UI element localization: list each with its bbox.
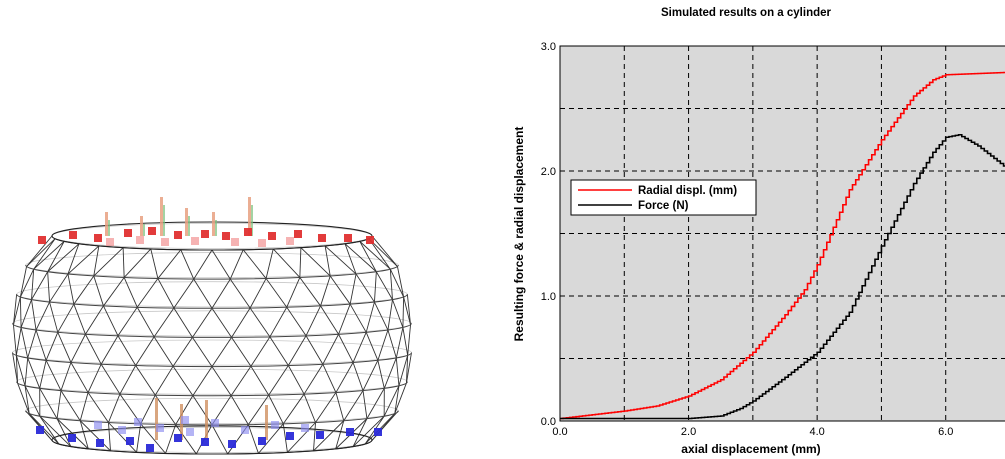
series-line-radial	[560, 71, 1005, 420]
cylinder-mesh-figure	[12, 197, 412, 455]
x-tick-label: 0.0	[552, 426, 567, 438]
cylinder-wireframe	[12, 221, 412, 455]
x-axis-label: axial displacement (mm)	[681, 442, 820, 456]
legend-label-force: Force (N)	[638, 200, 689, 212]
x-tick-label: 4.0	[809, 426, 824, 438]
y-tick-label: 2.0	[541, 166, 556, 178]
series-line-force	[560, 133, 1005, 420]
y-tick-label: 3.0	[541, 41, 556, 53]
y-tick-label: 1.0	[541, 291, 556, 303]
x-tick-label: 6.0	[938, 426, 953, 438]
top-boundary-markers	[38, 197, 374, 247]
chart-title: Simulated results on a cylinder	[661, 7, 832, 19]
grid-lines	[560, 46, 1005, 421]
bottom-boundary-markers	[36, 398, 382, 452]
y-axis-ticks: 0.0 1.0 2.0 3.0	[541, 41, 556, 428]
x-tick-label: 2.0	[681, 426, 696, 438]
y-tick-label: 0.0	[541, 416, 556, 428]
legend-label-radial: Radial displ. (mm)	[638, 185, 737, 197]
y-axis-label: Resulting force & radial displacement	[512, 127, 526, 342]
series-lines	[560, 71, 1005, 420]
x-axis-ticks: 0.0 2.0 4.0 6.0	[552, 426, 953, 438]
legend: Radial displ. (mm) Force (N)	[570, 179, 757, 216]
